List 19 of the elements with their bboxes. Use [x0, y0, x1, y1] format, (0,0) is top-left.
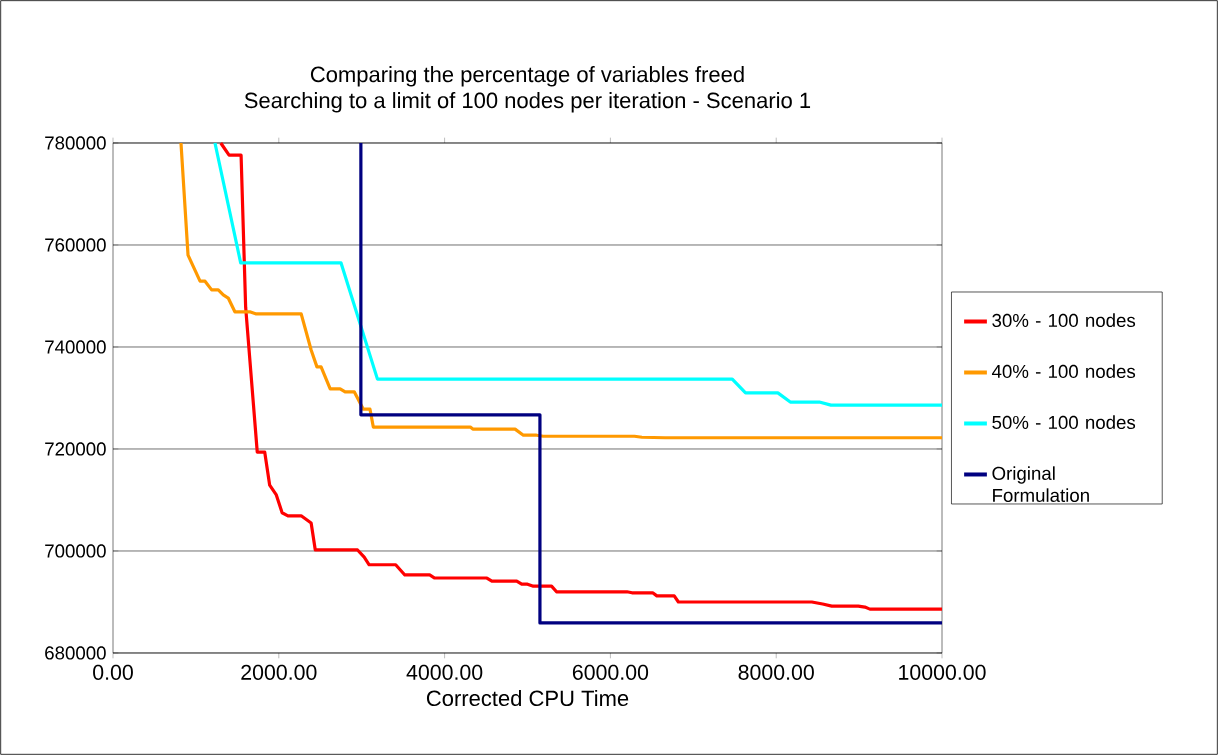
x-tick-label: 2000.00 — [241, 664, 317, 680]
y-tick-label: 760000 — [45, 238, 106, 252]
legend-label: Original Formulation — [992, 466, 1089, 503]
chart-subtitle: Searching to a limit of 100 nodes per iteration - Scenario 1 — [244, 92, 811, 113]
x-tick-label: 6000.00 — [572, 664, 649, 680]
x-tick-label: 10000.00 — [899, 664, 986, 680]
y-tick-label: 720000 — [45, 442, 106, 456]
x-axis-title: Corrected CPU Time — [426, 689, 629, 707]
y-tick-label: 740000 — [45, 340, 106, 354]
y-tick-label: 700000 — [45, 544, 106, 558]
legend-label: 50% - 100 nodes — [992, 415, 1136, 430]
legend-label: 40% - 100 nodes — [991, 364, 1136, 379]
x-tick-label: 8000.00 — [738, 664, 814, 680]
x-tick-label: 0.00 — [93, 664, 133, 680]
y-tick-label: 780000 — [45, 136, 106, 150]
chart-title: Comparing the percentage of variables freed — [310, 66, 744, 87]
legend-label: 30% - 100 nodes — [992, 313, 1136, 328]
x-tick-label: 4000.00 — [406, 664, 483, 680]
y-tick-label: 680000 — [45, 646, 106, 660]
